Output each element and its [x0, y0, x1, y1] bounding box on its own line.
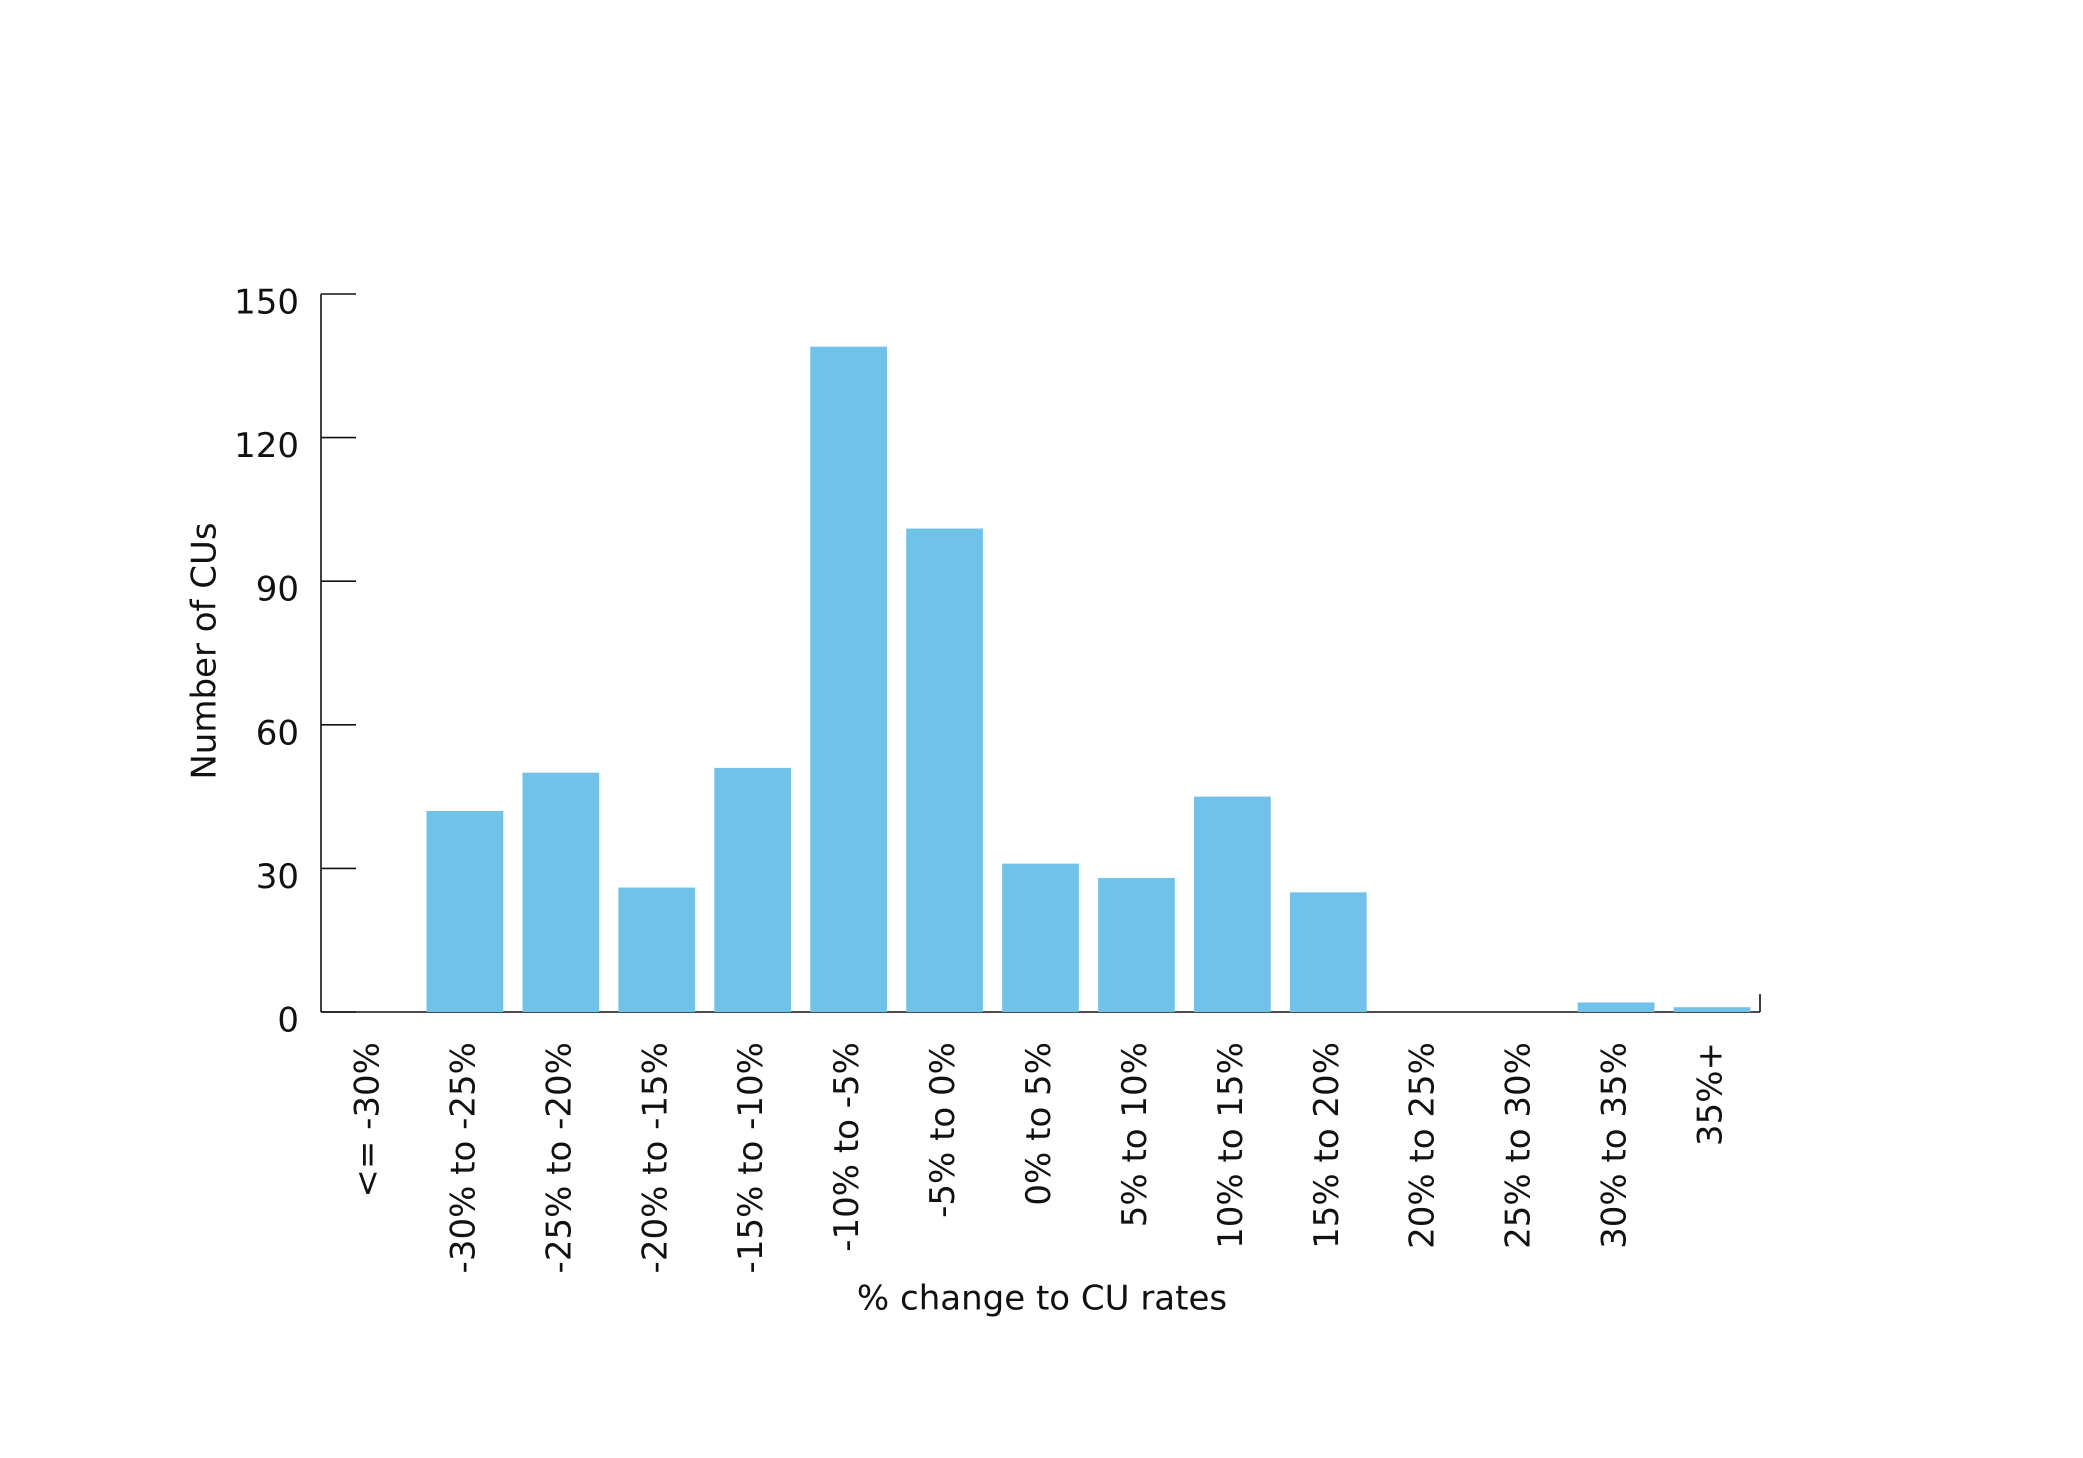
x-tick-label: 20% to 25%	[1403, 1042, 1443, 1249]
x-tick-label: 35%+	[1691, 1042, 1731, 1146]
bar	[618, 887, 696, 1012]
x-tick-label: 30% to 35%	[1595, 1042, 1635, 1249]
x-tick-label: 5% to 10%	[1115, 1042, 1155, 1227]
bar	[426, 810, 504, 1012]
x-tick-label: -20% to -15%	[635, 1042, 675, 1273]
bar	[1577, 1002, 1655, 1012]
y-tick-label: 150	[234, 283, 299, 323]
y-axis-title: Number of CUs	[185, 522, 225, 779]
x-tick-label: 25% to 30%	[1499, 1042, 1539, 1249]
bar	[522, 772, 600, 1012]
x-tick-label: 0% to 5%	[1019, 1042, 1059, 1206]
bar	[810, 346, 888, 1012]
x-tick-label: -15% to -10%	[731, 1042, 771, 1273]
y-tick-label: 30	[256, 857, 299, 897]
bar	[906, 528, 983, 1012]
x-tick-label: <= -30%	[347, 1042, 387, 1198]
y-tick-label: 0	[277, 1001, 299, 1041]
x-tick-label: -5% to 0%	[923, 1042, 963, 1218]
bar	[1193, 796, 1271, 1012]
bar	[1289, 892, 1367, 1012]
bar	[1002, 863, 1079, 1012]
x-axis-title: % change to CU rates	[857, 1279, 1227, 1319]
y-tick-label: 90	[256, 570, 299, 610]
x-tick-label: -25% to -20%	[539, 1042, 579, 1273]
y-tick-label: 120	[234, 426, 299, 466]
y-tick-label: 60	[256, 713, 299, 753]
bar	[714, 767, 792, 1012]
x-tick-label: -10% to -5%	[827, 1042, 867, 1252]
bar	[1098, 877, 1175, 1012]
x-tick-label: 15% to 20%	[1307, 1042, 1347, 1249]
bar	[1673, 1007, 1751, 1012]
x-tick-label: 10% to 15%	[1211, 1042, 1251, 1249]
x-tick-label: -30% to -25%	[443, 1042, 483, 1273]
